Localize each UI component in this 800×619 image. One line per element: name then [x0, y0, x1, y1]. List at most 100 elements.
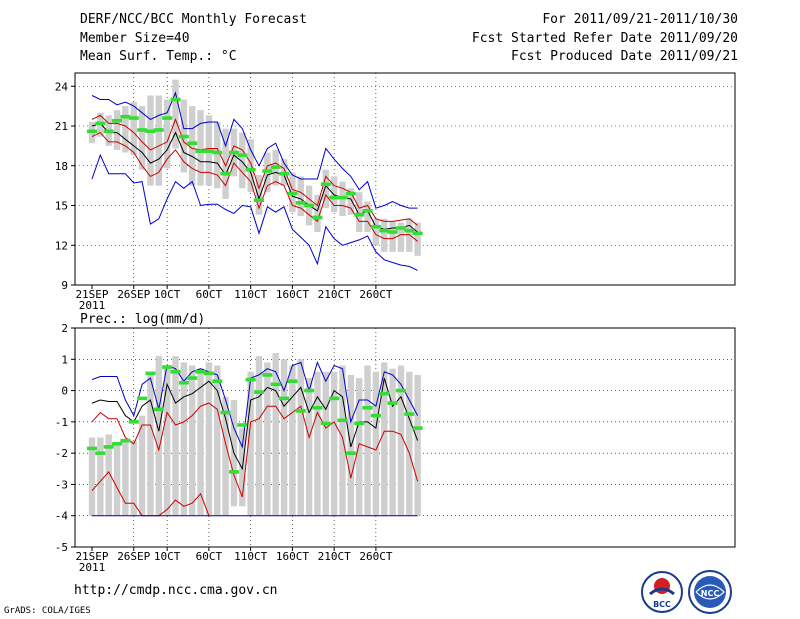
x-tick-label: 26SEP: [117, 288, 150, 301]
ensemble-box: [147, 374, 154, 516]
ncc-logo-text: NCC: [701, 589, 720, 598]
obs-marker: [245, 377, 256, 382]
obs-marker: [404, 412, 415, 416]
ensemble-box: [372, 371, 380, 516]
obs-marker: [237, 423, 248, 427]
obs-marker: [187, 376, 198, 380]
y-tick-label: -2: [55, 447, 68, 460]
obs-marker: [304, 203, 315, 208]
obs-marker: [137, 396, 148, 401]
x-tick-label: 21SEP: [75, 550, 108, 563]
ensemble-box: [122, 106, 129, 153]
ensemble-box: [406, 371, 413, 516]
obs-marker: [153, 407, 164, 412]
ensemble-box: [197, 368, 204, 516]
obs-marker: [178, 380, 189, 385]
obs-marker: [412, 426, 423, 430]
obs-marker: [220, 171, 231, 176]
obs-marker: [387, 230, 398, 234]
ensemble-box: [339, 365, 346, 516]
forecast-start-date: Fcst Started Refer Date 2011/09/20: [471, 31, 738, 46]
y-tick-label: 12: [55, 239, 68, 252]
obs-marker: [270, 165, 281, 169]
obs-marker: [337, 418, 348, 423]
ensemble-box: [414, 374, 421, 516]
obs-marker: [120, 114, 131, 119]
obs-marker: [387, 401, 398, 405]
obs-marker: [262, 169, 273, 173]
obs-marker: [295, 201, 306, 205]
ensemble-box: [381, 218, 388, 252]
ensemble-box: [322, 169, 329, 209]
ensemble-box: [155, 356, 162, 516]
obs-marker: [212, 379, 223, 383]
obs-marker: [254, 390, 264, 394]
obs-marker: [112, 118, 123, 123]
obs-marker: [120, 438, 131, 443]
obs-marker: [212, 150, 223, 155]
obs-marker: [228, 470, 239, 474]
ensemble-box: [105, 434, 112, 516]
x-tick-label: 210CT: [318, 288, 351, 301]
x-tick-label: 260CT: [359, 288, 392, 301]
obs-marker: [137, 128, 148, 132]
y-tick-label: 18: [55, 160, 68, 173]
obs-marker: [370, 224, 381, 229]
obs-marker: [329, 195, 340, 200]
obs-marker: [170, 97, 181, 102]
ensemble-box: [163, 368, 171, 516]
obs-marker: [320, 421, 331, 426]
ensemble-box: [172, 79, 179, 149]
ensemble-box: [247, 371, 254, 516]
obs-marker: [237, 153, 248, 157]
plot-frame: [74, 327, 736, 548]
bcc-logo-text: BCC: [653, 600, 671, 609]
series-line-upper: [91, 114, 418, 226]
x-tick-label: 26SEP: [117, 550, 150, 563]
ensemble-box: [347, 188, 355, 215]
x-tick-label: 160CT: [276, 550, 309, 563]
obs-marker: [187, 141, 198, 146]
ensemble-box: [389, 368, 396, 516]
ensemble-box: [264, 362, 271, 516]
ensemble-box: [272, 353, 279, 516]
ensemble-box: [214, 122, 221, 189]
ensemble-box: [397, 222, 405, 252]
ensemble-box: [222, 128, 229, 199]
series-line-max: [91, 91, 418, 209]
x-tick-label: 110CT: [234, 288, 267, 301]
obs-marker: [312, 405, 323, 410]
ensemble-box: [130, 102, 137, 156]
obs-marker: [128, 116, 139, 120]
obs-marker: [279, 396, 290, 401]
website-link[interactable]: http://cmdp.ncc.cma.gov.cn: [74, 583, 278, 598]
y-tick-label: -3: [55, 478, 68, 491]
x-tick-year: 2011: [79, 299, 106, 312]
ensemble-box: [280, 359, 288, 516]
ensemble-box: [364, 365, 371, 516]
y-tick-label: 9: [61, 279, 68, 292]
ensemble-box: [222, 396, 229, 516]
obs-marker: [287, 191, 298, 196]
obs-marker: [195, 149, 206, 153]
ensemble-box: [389, 221, 396, 252]
obs-marker: [354, 212, 365, 217]
ensemble-box: [255, 356, 263, 516]
obs-marker: [312, 215, 323, 220]
y-tick-label: 24: [55, 80, 69, 93]
ensemble-box: [205, 362, 213, 516]
logos: BCC NCC: [641, 570, 732, 614]
ensemble-box: [88, 437, 96, 516]
obs-marker: [362, 209, 373, 213]
variable-label-precip: Prec.: log(mm/d): [80, 312, 206, 327]
ensemble-box: [247, 139, 254, 193]
obs-marker: [153, 128, 164, 132]
ensemble-box: [314, 194, 321, 232]
obs-marker: [295, 409, 306, 413]
obs-marker: [95, 451, 106, 455]
x-tick-label: 10CT: [154, 288, 181, 301]
obs-marker: [112, 441, 123, 446]
y-tick-label: 1: [61, 353, 68, 366]
obs-marker: [228, 150, 239, 155]
x-tick-label: 10CT: [154, 550, 181, 563]
